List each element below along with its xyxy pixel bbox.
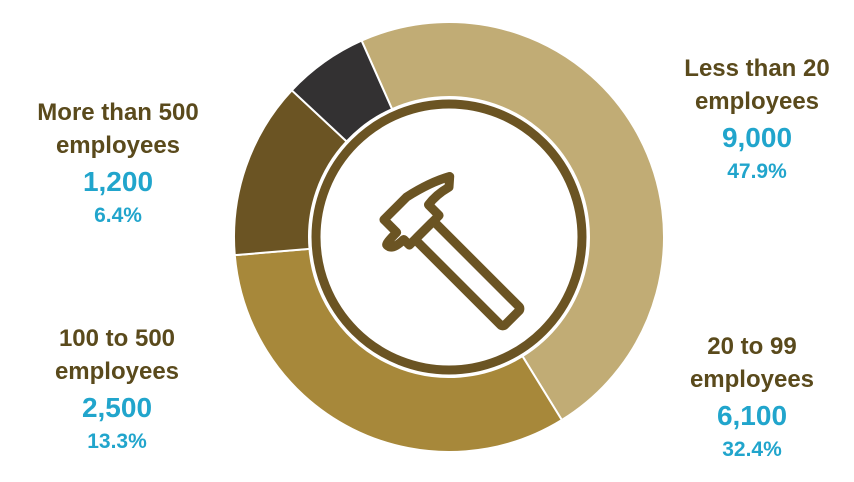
category-label: employees xyxy=(55,132,181,159)
slice-less-than-20 xyxy=(360,21,665,422)
category-label: 20 to 99 xyxy=(707,333,797,360)
percent-label: 32.4% xyxy=(722,438,782,461)
label-100-to-500: 100 to 500 employees 2,500 13.3% xyxy=(12,322,222,456)
category-label: 100 to 500 xyxy=(58,325,176,352)
category-label: employees xyxy=(689,366,815,393)
category-label: employees xyxy=(694,88,820,115)
value-label: 1,200 xyxy=(82,166,154,197)
value-label: 9,000 xyxy=(721,122,793,153)
label-20-to-99: 20 to 99 employees 6,100 32.4% xyxy=(662,330,842,464)
hammer-icon xyxy=(379,172,525,331)
donut-slices xyxy=(233,21,665,453)
value-label: 6,100 xyxy=(716,400,788,431)
label-more-than-500: More than 500 employees 1,200 6.4% xyxy=(6,96,230,230)
percent-label: 13.3% xyxy=(87,430,147,453)
slice-more-than-500 xyxy=(290,39,394,143)
label-less-than-20: Less than 20 employees 9,000 47.9% xyxy=(662,52,852,186)
category-label: More than 500 xyxy=(37,99,199,126)
category-label: employees xyxy=(54,358,180,385)
slice-20-to-99 xyxy=(233,247,564,453)
percent-label: 47.9% xyxy=(727,160,787,183)
category-label: Less than 20 xyxy=(684,55,830,82)
value-label: 2,500 xyxy=(81,392,153,423)
percent-label: 6.4% xyxy=(94,204,142,227)
